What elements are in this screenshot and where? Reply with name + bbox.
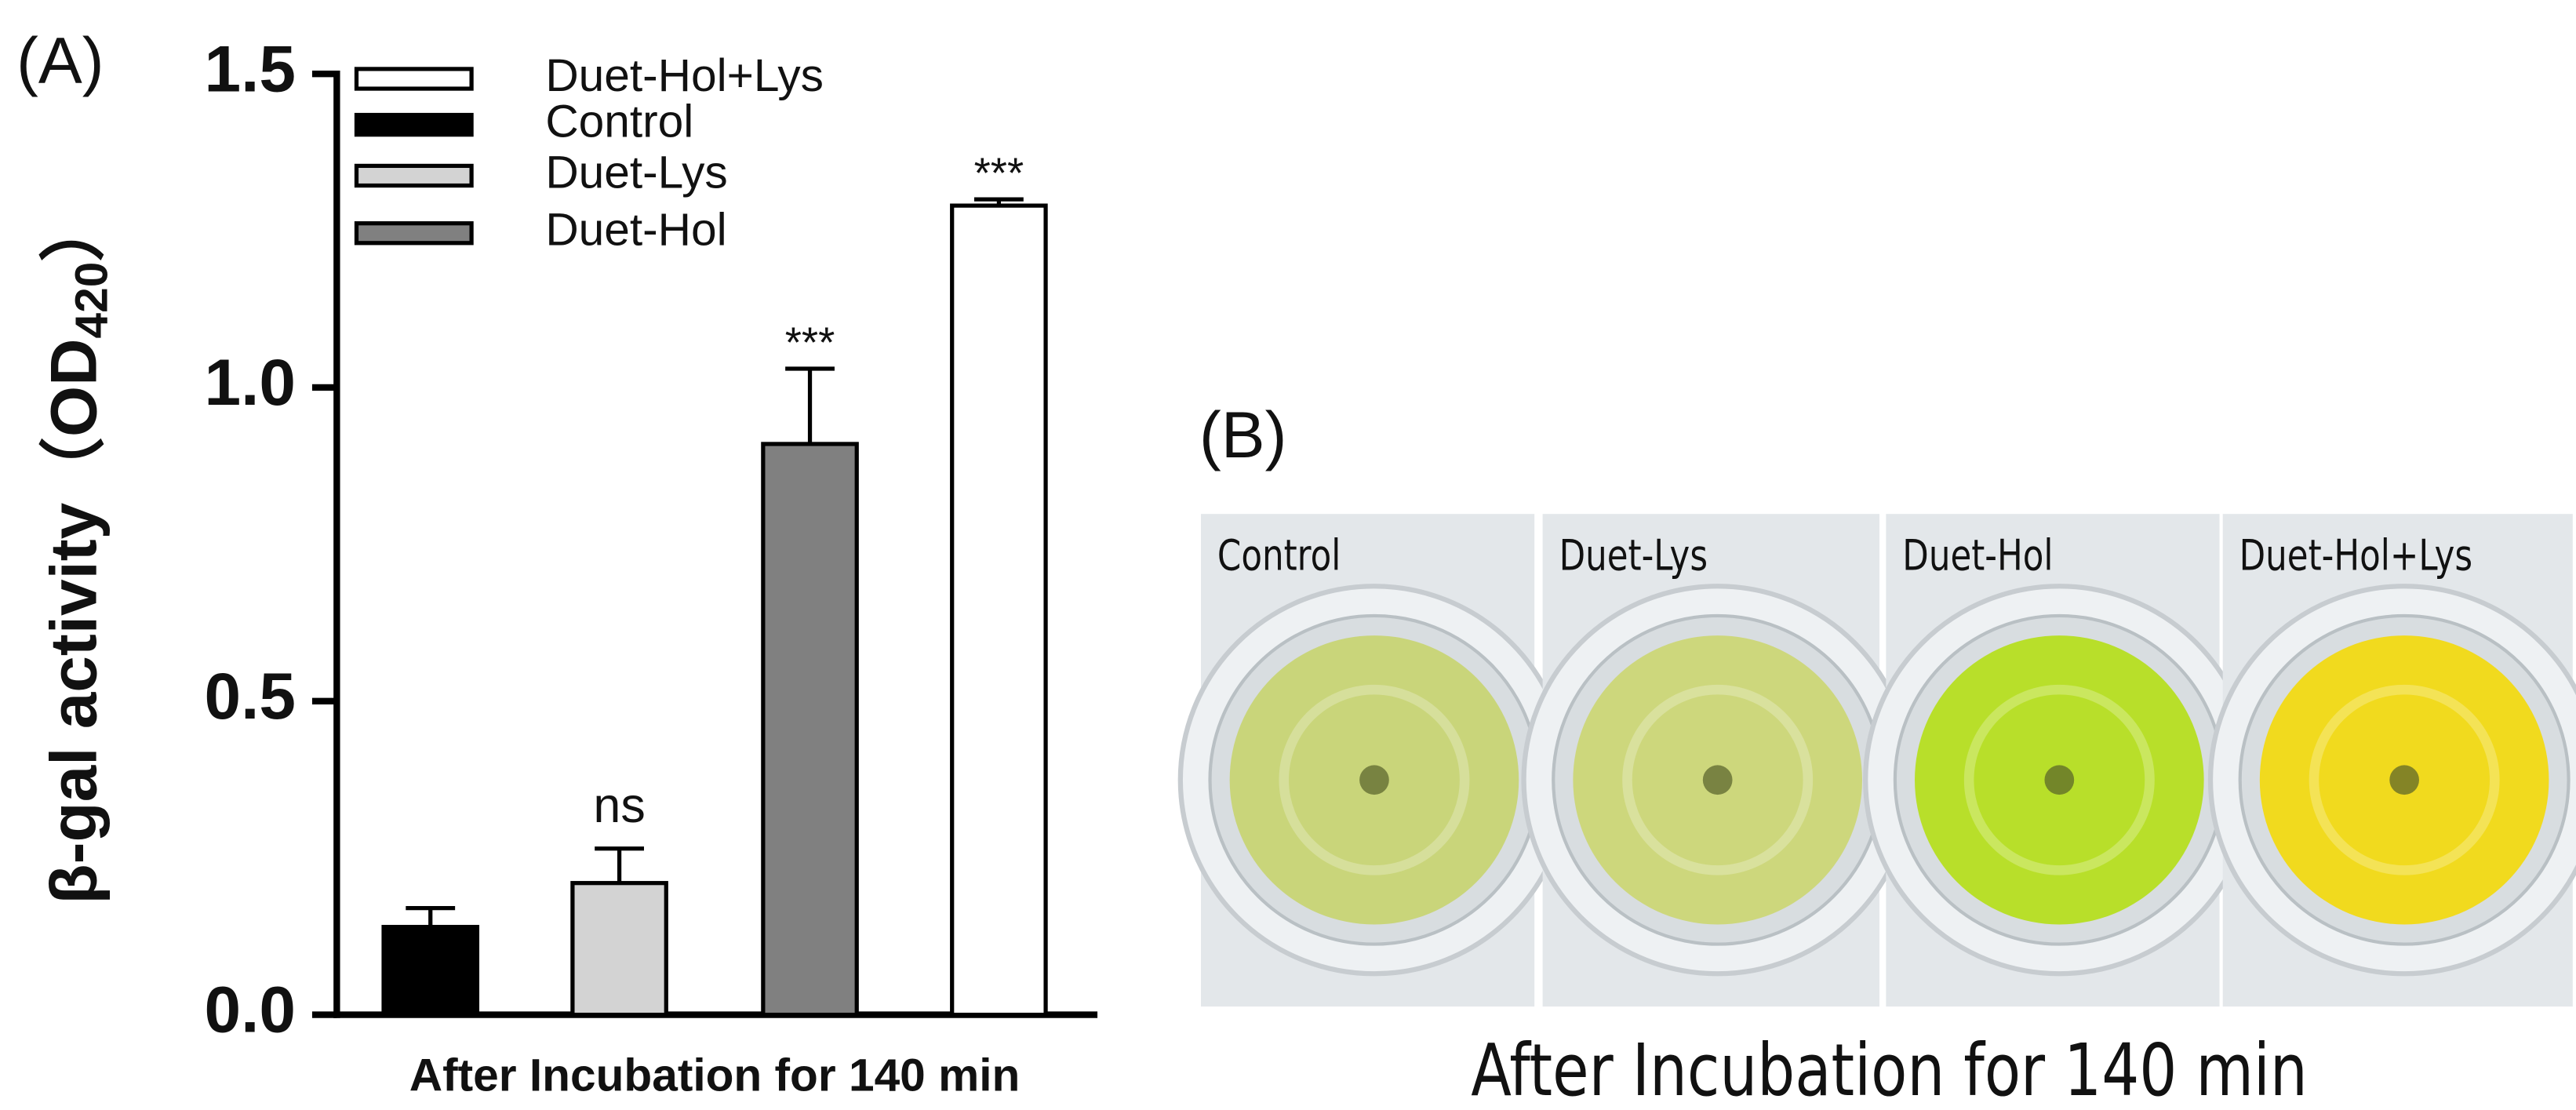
y-axis-label: β-gal activity（OD420） [37, 196, 118, 904]
legend-swatch [354, 221, 474, 246]
well-fluid-ring [1622, 684, 1814, 875]
bar [950, 203, 1048, 1017]
well-center [1359, 765, 1389, 795]
well-center [2389, 765, 2419, 795]
well-fluid-ring [1279, 684, 1470, 875]
legend-swatch [354, 67, 474, 91]
y-tick-label: 1.0 [205, 345, 296, 419]
legend-label: Duet-Hol+Lys [545, 50, 824, 101]
y-label-main: β-gal activity（OD [37, 338, 111, 904]
well-center [2044, 765, 2075, 795]
significance-label: *** [974, 149, 1024, 197]
bar [761, 442, 859, 1017]
y-tick-label: 0.0 [205, 973, 296, 1046]
legend-label: Control [545, 96, 693, 147]
y-tick-label: 0.5 [205, 659, 296, 733]
y-tick-label: 1.5 [205, 31, 296, 105]
significance-label: ns [593, 778, 645, 833]
photo-strip: Control Duet-Lys Duet-Hol Duet-Hol+Lys [1177, 514, 2576, 1007]
well-center [1702, 765, 1733, 795]
legend-label: Duet-Hol [545, 205, 726, 256]
legend-label: Duet-Lys [545, 147, 727, 198]
well-label: Duet-Hol+Lys [2239, 530, 2472, 580]
legend-swatch [354, 112, 474, 137]
x-axis-label: After Incubation for 140 min [409, 1050, 1021, 1101]
y-label-subscript: 420 [67, 262, 118, 339]
panel-label: (A) [16, 24, 104, 97]
legend-swatch [354, 163, 474, 188]
bar [570, 881, 668, 1017]
well-label: Duet-Lys [1559, 530, 1708, 580]
panel-label: (B) [1199, 398, 1287, 471]
y-label-close: ） [37, 196, 111, 262]
significance-label: *** [785, 318, 835, 366]
photo-caption: After Incubation for 140 min [1471, 1028, 2308, 1110]
bar [381, 925, 480, 1017]
well-fluid-ring [1963, 684, 2155, 875]
well-fluid-ring [2309, 684, 2500, 875]
well-label: Control [1217, 530, 1341, 580]
well-label: Duet-Hol [1902, 530, 2053, 580]
